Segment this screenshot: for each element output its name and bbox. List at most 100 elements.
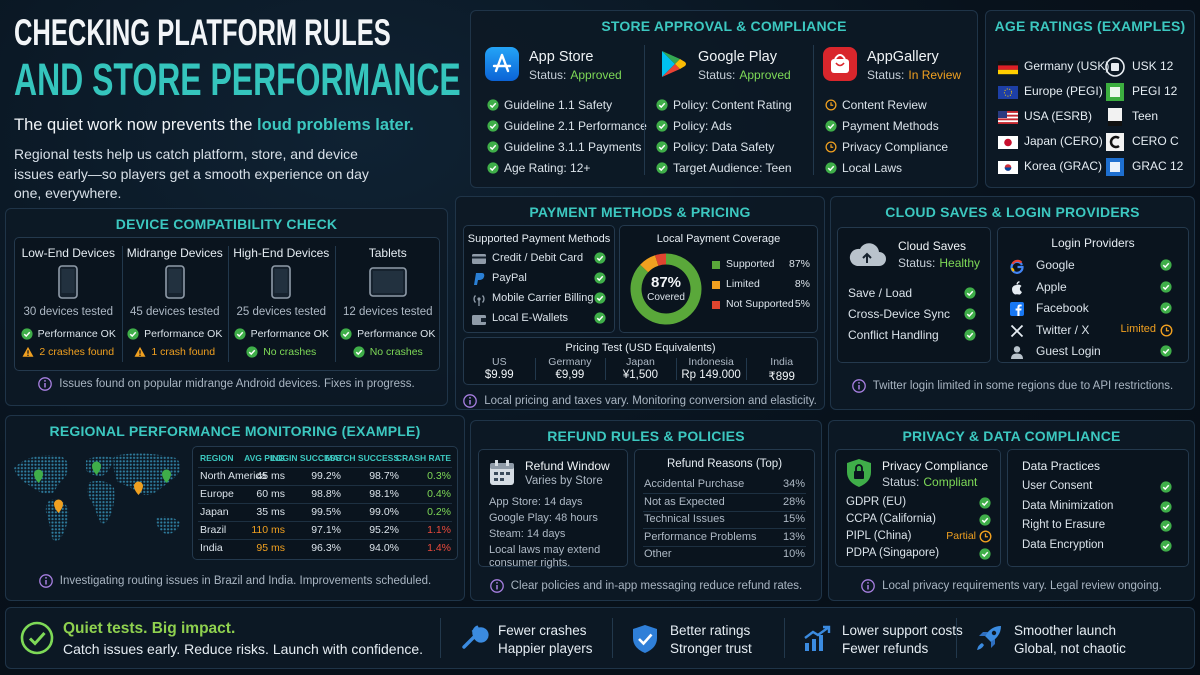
benefit-icon	[462, 625, 489, 649]
tagline: The quiet work now prevents the loud pro…	[14, 116, 464, 138]
icon-circle	[656, 141, 668, 153]
refund-reasons-box: Refund Reasons (Top) Accidental Purchase 3…	[634, 449, 815, 567]
icon-ok	[656, 141, 668, 153]
divider	[228, 246, 229, 362]
row-divider	[198, 485, 452, 486]
icon-rect	[998, 114, 1018, 117]
reason-share: 34%	[782, 478, 805, 490]
icon-rect	[1105, 57, 1125, 77]
icon-ok	[487, 99, 499, 111]
flag	[998, 86, 1018, 99]
cloud-icon	[849, 243, 886, 266]
icon-path	[492, 53, 512, 73]
provider-name: Apple	[1036, 279, 1067, 294]
icon-path	[92, 461, 102, 475]
note: Investigating routing issues in Brazil a…	[6, 573, 464, 589]
icon-path	[633, 625, 657, 653]
window-item: App Store: 14 days	[489, 496, 583, 508]
icon-clock	[979, 530, 992, 543]
rating-region: Germany (USK)	[1024, 59, 1110, 73]
icon-warn	[134, 346, 146, 357]
icon-path	[1162, 262, 1170, 269]
method-icon	[473, 295, 485, 306]
icon-g	[34, 461, 171, 513]
status-line: No crashes	[228, 344, 335, 360]
icon-circle	[487, 120, 499, 132]
legend-swatch	[712, 261, 720, 269]
icon-rect	[854, 471, 864, 479]
status-line: Local Laws	[825, 160, 985, 176]
table-header: LOGIN SUCCESS	[270, 453, 341, 463]
icon-rect	[1111, 63, 1119, 71]
legend-swatch	[712, 301, 720, 309]
footer-check	[20, 621, 54, 655]
store-status: Status: Approved	[529, 68, 649, 84]
privacy-panel: PRIVACY & DATA COMPLIANCE Privacy Complia…	[828, 420, 1195, 601]
table-cell: 98.7%	[369, 470, 399, 482]
icon-circle	[38, 574, 53, 588]
icon-ok	[825, 162, 837, 174]
table-cell: North America	[200, 470, 267, 482]
cloud-feature: Save / Load	[848, 286, 913, 300]
table-cell: 0.4%	[427, 488, 451, 500]
age-ratings-panel: AGE RATINGS (EXAMPLES) Germany (USK) USK 1…	[985, 10, 1195, 188]
panel-title: STORE APPROVAL & COMPLIANCE	[601, 18, 847, 34]
icon-circle	[38, 377, 53, 391]
icon-path	[981, 500, 989, 507]
icon-path	[830, 102, 834, 106]
provider-name: Google	[1036, 258, 1075, 272]
practice-name: Right to Erasure	[1022, 519, 1106, 531]
icon-rect	[372, 271, 403, 293]
donut-center-value: 87%	[650, 274, 682, 291]
divider	[612, 618, 613, 658]
method-icon	[474, 273, 485, 285]
pricing-price: Rp 149.000	[681, 369, 741, 381]
benefit-icon	[633, 625, 657, 653]
tagline-highlight: loud problems later.	[257, 116, 414, 134]
icon-circle	[353, 346, 365, 358]
icon-rect	[998, 111, 1018, 113]
pricing-title: Pricing Test (USD Equivalents)	[565, 342, 716, 354]
legend-value: 8%	[794, 278, 810, 290]
cloud-title: Cloud Saves	[898, 239, 967, 253]
divider	[534, 358, 536, 380]
reason-share: 13%	[782, 530, 805, 543]
store-icon	[485, 47, 519, 81]
icon-ok	[1160, 345, 1172, 357]
divider	[334, 246, 336, 362]
icon-ok	[979, 548, 991, 560]
regulation-name: CCPA (California)	[846, 513, 936, 525]
icon-circle	[20, 621, 54, 655]
icon-path	[966, 332, 974, 339]
icon-ok	[656, 162, 668, 174]
icon-ok	[1160, 259, 1172, 271]
reason-name: Other	[644, 548, 672, 560]
method-name: Mobile Carrier Billing	[492, 292, 594, 304]
icon-path	[862, 252, 872, 263]
devices-tested: 25 devices tested	[236, 306, 326, 318]
title-line-1: CHECKING PLATFORM RULES	[14, 12, 391, 53]
note-text: Local privacy requirements vary. Legal r…	[882, 580, 1162, 592]
row-divider	[643, 528, 806, 529]
icon-info	[851, 379, 866, 393]
benefit-line-1: Fewer crashes	[498, 623, 587, 638]
icon-path	[596, 295, 604, 302]
note-text: Clear policies and in-app messaging redu…	[510, 580, 803, 592]
device-name: High-End Devices	[233, 246, 330, 260]
icon-path	[966, 290, 974, 297]
table-cell: 95.2%	[369, 524, 399, 536]
table-cell: 35 ms	[256, 506, 285, 518]
icon-path	[675, 59, 686, 69]
icon-circle	[487, 162, 499, 174]
icon-circle	[825, 99, 837, 111]
icon-rect	[506, 472, 510, 475]
panel-title: PRIVACY & DATA COMPLIANCE	[902, 428, 1121, 444]
coverage-box: Local Payment Coverage 87% Covered Supporte…	[619, 225, 818, 333]
icon-rect	[274, 269, 288, 293]
icon-rect	[998, 65, 1018, 70]
table-cell: 94.0%	[369, 542, 399, 554]
reason-share: 10%	[782, 548, 805, 560]
table-header: CRASH RATE	[395, 453, 451, 463]
icon-path	[596, 255, 604, 262]
reason-name: Accidental Purchase	[644, 478, 745, 490]
